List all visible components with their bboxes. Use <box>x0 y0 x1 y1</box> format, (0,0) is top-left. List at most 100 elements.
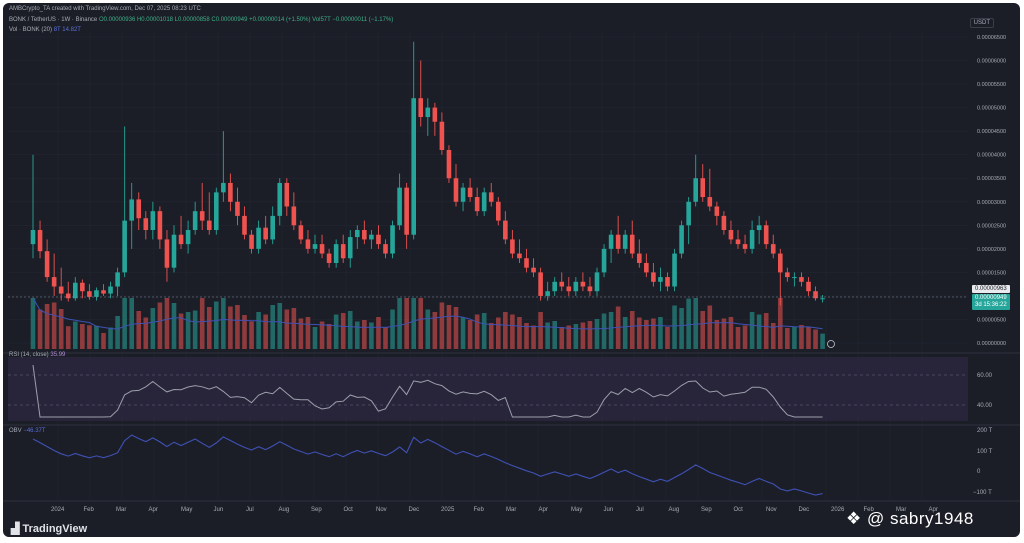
candle-body <box>249 234 254 249</box>
candle-body <box>143 218 149 231</box>
volume-bar <box>763 313 769 349</box>
price-tick: 0.00002000 <box>977 247 1006 253</box>
volume-bar <box>171 303 177 349</box>
candle-body <box>284 182 290 207</box>
time-tick: Mar <box>116 507 126 513</box>
volume-bar <box>30 298 36 349</box>
candle-body <box>594 272 600 292</box>
currency-button[interactable]: USDT <box>969 18 994 28</box>
volume-bar <box>538 312 543 349</box>
volume-legend[interactable]: Vol · BONK (20) 8T 14.82T <box>9 27 81 33</box>
ohlc-values: O0.00000936 H0.00001018 L0.00000858 C0.0… <box>98 17 394 23</box>
volume-ma-line <box>32 297 823 330</box>
candle-body <box>305 239 311 249</box>
candle-body <box>108 286 113 294</box>
volume-bar <box>608 312 614 349</box>
price-tick: 0.00004500 <box>977 129 1006 135</box>
tradingview-logo[interactable]: ▟ TradingView <box>11 522 87 535</box>
volume-bar <box>531 325 536 349</box>
time-tick: Feb <box>84 507 95 513</box>
volume-bars <box>30 298 825 349</box>
volume-bar <box>390 309 395 349</box>
volume-bar <box>129 298 134 349</box>
time-tick: Dec <box>799 507 810 513</box>
candle-body <box>369 234 374 240</box>
volume-bar <box>298 318 304 349</box>
time-tick: Oct <box>344 507 354 513</box>
candle-body <box>199 211 205 221</box>
volume-bar <box>58 309 64 349</box>
rsi-legend[interactable]: RSI (14, close) 35.99 <box>9 352 65 358</box>
volume-bar <box>369 322 374 349</box>
volume-bar <box>263 314 268 349</box>
volume-bar <box>637 317 642 349</box>
candle-body <box>101 290 106 294</box>
obv-axis: 200 T 100 T 0 −100 T <box>973 428 993 496</box>
volume-bar <box>80 324 85 349</box>
volume-bar <box>806 327 811 349</box>
candle-body <box>390 225 395 254</box>
volume-bar <box>559 327 565 349</box>
price-chart[interactable]: 0.00006500 0.00006000 0.00005500 0.00005000… <box>3 3 1020 537</box>
obv-tick-200: 200 T <box>977 428 993 434</box>
volume-bar <box>206 307 212 349</box>
candle-body <box>157 211 163 240</box>
price-tick: 0.00006000 <box>977 59 1006 65</box>
time-tick: May <box>571 507 582 513</box>
volume-bar <box>651 318 656 349</box>
time-tick: May <box>181 507 192 513</box>
obv-value: −46.37T <box>23 428 46 434</box>
obv-line <box>32 434 823 496</box>
candle-body <box>221 182 226 193</box>
volume-bar <box>143 317 149 349</box>
candle-body <box>256 227 261 249</box>
candle-body <box>73 282 78 299</box>
volume-bar <box>249 321 254 349</box>
time-tick: Apr <box>929 507 938 513</box>
candle-body <box>376 234 381 245</box>
time-tick: Jul <box>246 507 254 513</box>
candle-body <box>115 272 120 287</box>
candle-body <box>566 286 572 292</box>
volume-bar <box>488 323 494 349</box>
volume-bar <box>347 311 353 349</box>
rsi-tick-60: 60.00 <box>977 373 993 379</box>
volume-bar <box>820 333 825 349</box>
volume-bar <box>474 314 480 349</box>
price-tick: 0.00005000 <box>977 106 1006 112</box>
candle-body <box>749 230 755 249</box>
volume-bar <box>672 305 677 349</box>
candle-body <box>707 197 713 207</box>
obv-legend[interactable]: OBV −46.37T <box>9 428 46 434</box>
candle-body <box>439 121 445 150</box>
volume-bar <box>778 298 783 349</box>
credit-line: AMBCrypto_TA created with TradingView.co… <box>9 6 201 12</box>
candle-body <box>326 253 332 263</box>
volume-bar <box>425 309 431 349</box>
time-tick: Jun <box>604 507 614 513</box>
volume-bar <box>333 314 339 349</box>
volume-bar <box>721 318 727 349</box>
candle-body <box>235 201 240 216</box>
volume-bar <box>792 326 797 349</box>
volume-bar <box>693 298 698 349</box>
volume-bar <box>94 325 99 349</box>
volume-bar <box>136 311 142 349</box>
time-tick: 2026 <box>831 507 845 513</box>
candles <box>30 41 825 306</box>
candle-body <box>629 234 635 254</box>
candle-body <box>622 234 628 249</box>
volume-bar <box>594 319 600 349</box>
price-tick: 0.00003500 <box>977 176 1006 182</box>
volume-bar <box>566 325 572 349</box>
symbol-legend[interactable]: BONK / TetherUS · 1W · Binance O0.000009… <box>9 17 393 23</box>
candle-body <box>538 272 543 296</box>
candle-body <box>686 201 691 226</box>
candle-body <box>637 253 642 263</box>
time-tick: Mar <box>896 507 906 513</box>
candle-body <box>164 239 170 268</box>
volume-bar <box>700 311 706 349</box>
candle-body <box>94 290 99 297</box>
candle-body <box>778 253 783 273</box>
candle-body <box>65 293 71 299</box>
